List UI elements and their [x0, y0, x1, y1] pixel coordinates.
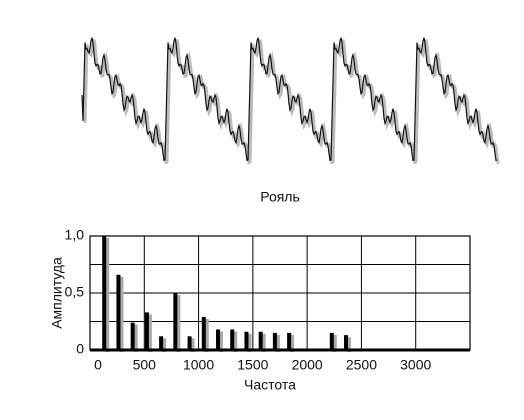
- bar-shadow: [162, 338, 167, 352]
- bar: [287, 332, 292, 350]
- bar: [272, 332, 277, 350]
- x-tick-label: 1000: [183, 357, 214, 373]
- x-tick-label: 2000: [292, 357, 323, 373]
- bar: [244, 331, 249, 350]
- chart-title: Рояль: [260, 189, 300, 205]
- waveform: [81, 37, 498, 162]
- bar-shadow: [133, 324, 138, 352]
- y-axis-label: Амплитуда: [49, 257, 65, 329]
- bar-shadow: [347, 337, 352, 352]
- bar: [344, 335, 349, 350]
- waveform-group: [81, 37, 500, 165]
- x-tick-label: 2500: [346, 357, 377, 373]
- bar: [159, 336, 164, 350]
- y-tick-label: 1,0: [65, 227, 85, 243]
- bar: [258, 331, 263, 350]
- bar-shadow: [261, 333, 266, 352]
- x-axis-label: Частота: [244, 377, 296, 393]
- bar-shadow: [176, 295, 181, 352]
- bar: [144, 312, 149, 350]
- x-tick-label: 500: [133, 357, 157, 373]
- x-tick-label: 0: [94, 357, 102, 373]
- x-tick-label: 3000: [400, 357, 431, 373]
- bar: [230, 329, 235, 350]
- bar: [201, 316, 206, 350]
- y-tick-label: 0: [76, 341, 84, 357]
- bar: [187, 336, 192, 350]
- bar: [329, 332, 334, 350]
- bar-shadow: [204, 318, 209, 352]
- bar-shadow: [332, 334, 337, 352]
- bar-shadow: [105, 238, 110, 352]
- bar-shadow: [190, 338, 195, 352]
- bar-shadow: [275, 334, 280, 352]
- bar-shadow: [147, 314, 152, 352]
- bar: [102, 236, 107, 350]
- y-tick-label: 0,5: [65, 284, 85, 300]
- bar-shadow: [247, 333, 252, 352]
- bar: [116, 274, 121, 350]
- bar: [130, 322, 135, 350]
- bar-shadow: [119, 276, 124, 352]
- bar-shadow: [219, 331, 224, 352]
- bar-shadow: [233, 331, 238, 352]
- bar: [216, 329, 221, 350]
- bar-shadow: [290, 334, 295, 352]
- x-tick-label: 1500: [237, 357, 268, 373]
- bar: [173, 293, 178, 350]
